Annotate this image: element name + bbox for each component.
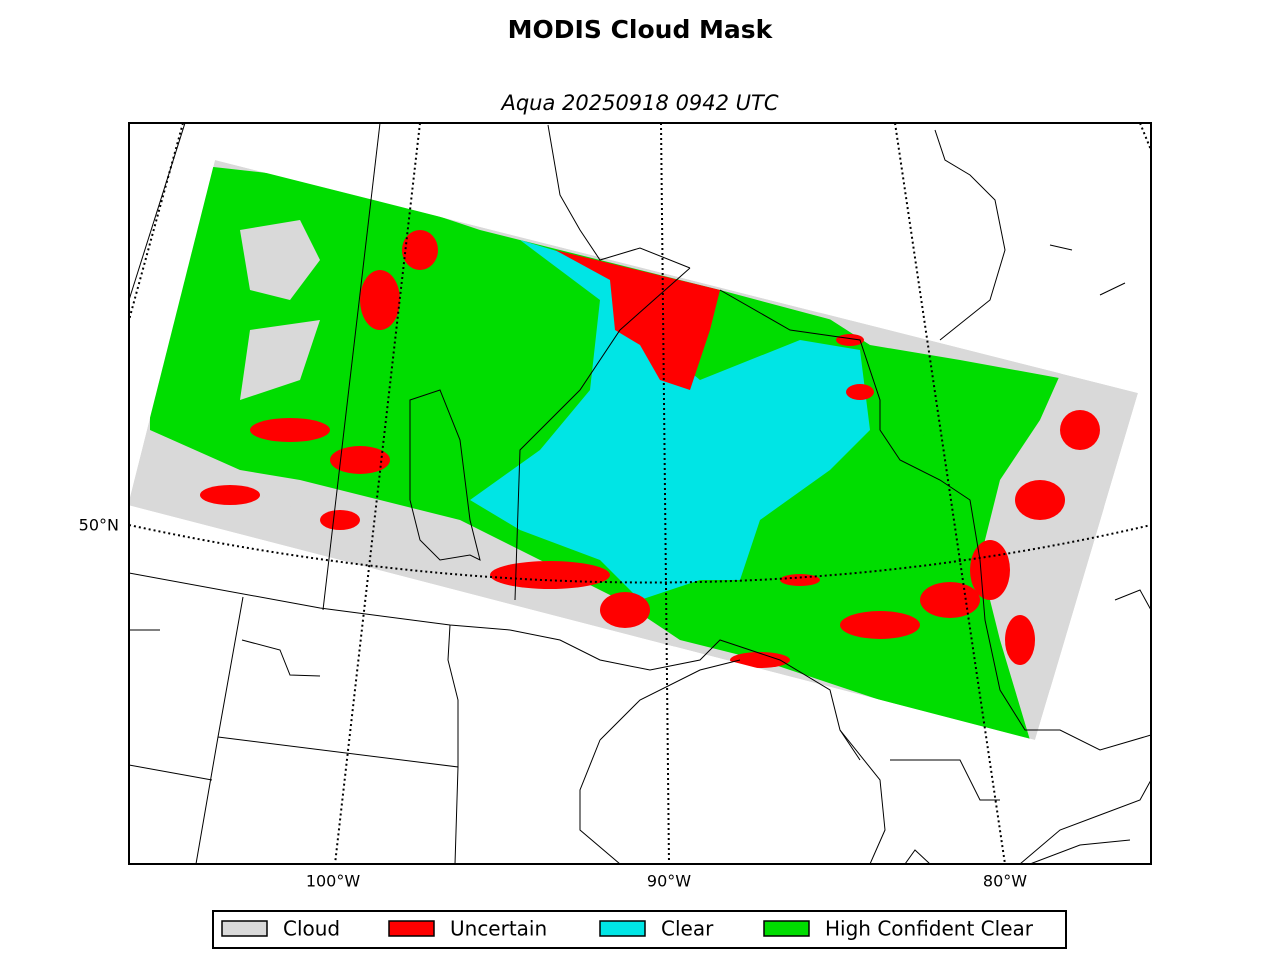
patch — [330, 446, 390, 474]
patch — [1060, 410, 1100, 450]
map-subtitle: Aqua 20250918 0942 UTC — [499, 91, 778, 115]
patch — [600, 592, 650, 628]
map-title: MODIS Cloud Mask — [508, 15, 774, 44]
lon-label: 80°W — [983, 872, 1027, 891]
patch — [402, 230, 438, 270]
meridian — [129, 123, 184, 321]
legend-label: High Confident Clear — [825, 917, 1034, 941]
border — [129, 123, 186, 301]
border — [322, 123, 381, 611]
legend-label: Clear — [661, 917, 714, 941]
uncertain-patch — [555, 250, 720, 390]
lake-clear — [885, 422, 925, 442]
lat-label: 50°N — [79, 516, 119, 535]
patch — [490, 561, 610, 589]
lake — [409, 389, 481, 561]
legend-swatch — [763, 920, 810, 937]
patch — [846, 384, 874, 400]
border — [547, 124, 691, 269]
coastline — [934, 129, 1006, 341]
coastline — [509, 629, 861, 864]
meridian — [660, 123, 670, 864]
border — [129, 596, 459, 864]
patch — [840, 611, 920, 639]
coastline — [130, 244, 1151, 677]
uncertain-speckle — [200, 230, 1100, 668]
patch — [1005, 615, 1035, 665]
patch — [730, 652, 790, 668]
legend-swatch — [388, 920, 435, 937]
patch — [920, 582, 980, 618]
border — [129, 572, 511, 631]
map-area — [129, 123, 1151, 864]
boundaries — [129, 123, 1151, 864]
border — [514, 267, 691, 601]
lon-label: 90°W — [647, 872, 691, 891]
lon-label: 100°W — [306, 872, 361, 891]
patch — [250, 418, 330, 442]
patch — [970, 540, 1010, 600]
patch — [200, 485, 260, 505]
coastline — [839, 729, 1000, 864]
patch — [320, 510, 360, 530]
graticule — [129, 123, 1151, 864]
coastline — [1019, 779, 1151, 864]
patch — [836, 334, 864, 346]
meridian — [334, 123, 421, 864]
legend-label: Uncertain — [450, 917, 547, 941]
swath — [129, 160, 1138, 740]
patch — [360, 270, 400, 330]
legend-swatch — [221, 920, 268, 937]
legend-label: Cloud — [283, 917, 340, 941]
coastline — [719, 289, 1151, 751]
parallel — [129, 524, 1151, 584]
legend-box — [212, 910, 1067, 949]
map-frame — [128, 122, 1152, 865]
patch — [1015, 480, 1065, 520]
patch — [780, 574, 820, 586]
clear-area — [470, 240, 870, 600]
legend: Cloud Uncertain Clear High Confident Clear — [221, 917, 1034, 941]
legend-swatch — [599, 920, 646, 937]
